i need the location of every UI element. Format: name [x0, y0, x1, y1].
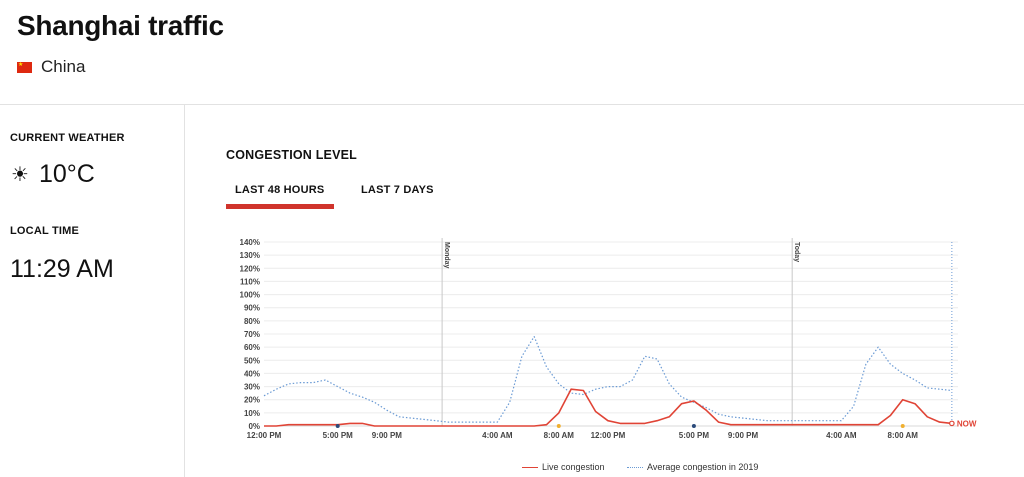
y-tick-label: 70%: [244, 330, 260, 339]
sun-icon: ☀: [11, 163, 29, 186]
sidebar-divider: [184, 105, 185, 477]
series-line-live: [264, 388, 952, 427]
time-marker-dot: [556, 424, 561, 428]
y-tick-label: 40%: [244, 369, 260, 378]
y-tick-label: 0%: [248, 422, 260, 431]
y-tick-label: 50%: [244, 356, 260, 365]
x-tick-label: 12:00 PM: [591, 431, 626, 440]
tab-last-7-days[interactable]: LAST 7 DAYS: [361, 184, 434, 196]
y-tick-label: 100%: [240, 291, 260, 300]
x-tick-label: 8:00 AM: [888, 431, 919, 440]
legend-label-live: Live congestion: [542, 462, 605, 472]
legend-label-average: Average congestion in 2019: [647, 462, 759, 472]
day-marker-label: Monday: [443, 242, 450, 269]
y-tick-label: 90%: [244, 304, 260, 313]
y-tick-label: 30%: [244, 383, 260, 392]
x-tick-label: 5:00 PM: [323, 431, 354, 440]
x-tick-label: 4:00 AM: [826, 431, 857, 440]
y-tick-label: 10%: [244, 409, 260, 418]
active-tab-indicator: [226, 204, 334, 209]
day-marker-label: Today: [793, 242, 800, 262]
tab-last-48-hours[interactable]: LAST 48 HOURS: [235, 184, 325, 196]
legend-swatch-live: [522, 466, 538, 468]
congestion-level-heading: CONGESTION LEVEL: [226, 148, 357, 162]
china-flag-icon: ★: [17, 61, 32, 73]
country-name: China: [41, 57, 86, 76]
y-tick-label: 60%: [244, 343, 260, 352]
page-title: Shanghai traffic: [17, 10, 224, 41]
now-label: NOW: [957, 419, 977, 428]
header-divider: [0, 104, 1024, 105]
series-line-average: [263, 335, 952, 423]
y-tick-label: 20%: [244, 396, 260, 405]
x-tick-label: 9:00 PM: [372, 431, 403, 440]
y-tick-label: 80%: [244, 317, 260, 326]
local-time-label: LOCAL TIME: [10, 225, 80, 237]
weather-readout: ☀ 10°C: [11, 160, 95, 189]
time-marker-dot: [335, 424, 340, 428]
y-tick-label: 110%: [240, 277, 260, 286]
congestion-chart: 0% 10% 20% 30% 40% 50% 60% 70% 80% 90% 100% 110% 120…: [240, 238, 977, 440]
y-tick-label: 140%: [240, 238, 260, 247]
legend-swatch-average: [627, 466, 643, 468]
y-tick-label: 130%: [240, 251, 260, 260]
x-tick-label: 5:00 PM: [679, 431, 710, 440]
time-marker-dot: [691, 424, 696, 428]
local-time-value: 11:29 AM: [10, 255, 114, 283]
country-row: ★ China: [17, 57, 85, 77]
x-tick-label: 4:00 AM: [482, 431, 513, 440]
legend-item-average: Average congestion in 2019: [627, 462, 758, 472]
time-marker-dot: [900, 424, 905, 428]
current-weather-label: CURRENT WEATHER: [10, 132, 125, 144]
now-point: [949, 420, 955, 427]
legend-item-live: Live congestion: [522, 462, 605, 472]
temperature-value: 10°C: [38, 160, 95, 188]
x-tick-label: 9:00 PM: [728, 431, 759, 440]
x-tick-label: 12:00 PM: [247, 431, 282, 440]
y-tick-label: 120%: [240, 264, 260, 273]
x-tick-label: 8:00 AM: [544, 431, 575, 440]
